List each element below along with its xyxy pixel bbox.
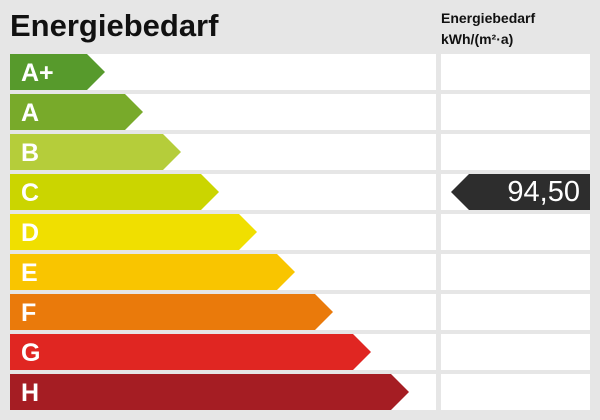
energy-class-bar: C (10, 174, 219, 210)
value-cell (441, 374, 590, 410)
energy-class-row: H (10, 374, 436, 410)
value-cell (441, 334, 590, 370)
energy-class-row: C (10, 174, 436, 210)
energy-class-row: G (10, 334, 436, 370)
energy-class-bar: A (10, 94, 143, 130)
page-title: Energiebedarf (10, 8, 219, 43)
column-header-unit: kWh/(m²·a) (441, 31, 514, 47)
energy-class-bar: G (10, 334, 371, 370)
energy-class-row: B (10, 134, 436, 170)
value-cell (441, 54, 590, 90)
energy-class-bar: B (10, 134, 181, 170)
energy-class-bar: E (10, 254, 295, 290)
energy-value-indicator: 94,50 (451, 174, 590, 210)
energy-class-bar: A+ (10, 54, 105, 90)
energy-class-row: F (10, 294, 436, 330)
value-cell (441, 214, 590, 250)
energy-class-row: E (10, 254, 436, 290)
value-cell (441, 254, 590, 290)
column-header-title: Energiebedarf (441, 10, 536, 26)
energy-class-bar: F (10, 294, 333, 330)
energy-class-bar: D (10, 214, 257, 250)
energy-class-row: D (10, 214, 436, 250)
value-cell (441, 94, 590, 130)
value-cell (441, 294, 590, 330)
energy-class-bar: H (10, 374, 409, 410)
value-cell (441, 134, 590, 170)
energy-class-row: A+ (10, 54, 436, 90)
column-header: Energiebedarf kWh/(m²·a) (441, 8, 535, 50)
energy-class-row: A (10, 94, 436, 130)
